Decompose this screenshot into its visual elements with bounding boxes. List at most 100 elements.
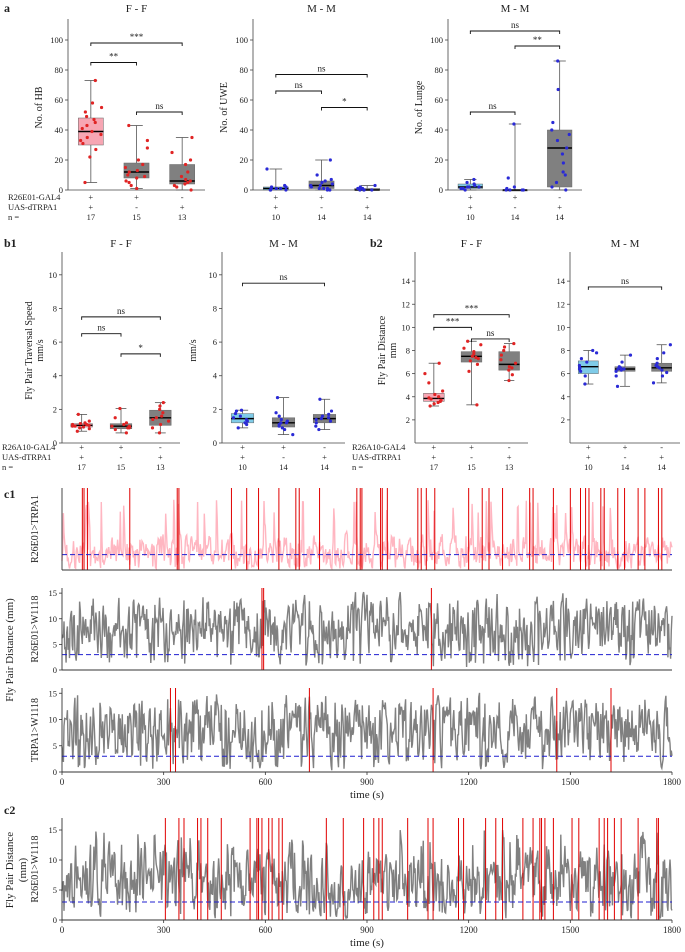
chart-title: F - F xyxy=(126,3,147,15)
data-point xyxy=(505,186,509,191)
data-point xyxy=(475,362,480,366)
data-point xyxy=(502,345,507,349)
data-point xyxy=(244,417,248,422)
genotype-sign: + xyxy=(88,202,93,212)
x-tick-label: 600 xyxy=(259,925,273,935)
box-iqr xyxy=(169,164,195,185)
data-point xyxy=(124,179,128,183)
data-point xyxy=(325,186,330,191)
sample-size-label: 17 xyxy=(430,462,439,472)
y-tick-label: 2 xyxy=(53,404,57,414)
data-point xyxy=(479,343,483,347)
data-point xyxy=(470,354,474,358)
genotype-sign: + xyxy=(431,442,436,452)
data-point xyxy=(135,168,139,173)
sample-size-label: 13 xyxy=(156,462,165,472)
data-point xyxy=(436,400,440,405)
data-point xyxy=(123,165,128,170)
data-point xyxy=(143,174,147,179)
box-group-3 xyxy=(169,135,195,192)
data-point xyxy=(318,183,322,188)
data-point xyxy=(170,150,174,155)
data-point xyxy=(628,353,633,357)
data-point xyxy=(80,126,84,131)
sample-size-label: 14 xyxy=(320,462,329,472)
bracket-line xyxy=(587,286,663,290)
panel-label-c1: c1 xyxy=(4,487,15,501)
data-point xyxy=(660,374,665,378)
significance-bracket: *** xyxy=(433,304,510,318)
chart-title: M - M xyxy=(269,238,298,250)
panel-label-b2: b2 xyxy=(370,236,383,250)
data-point xyxy=(94,147,98,152)
genotype-sign: + xyxy=(586,442,591,452)
data-point xyxy=(284,188,288,192)
data-point xyxy=(465,185,470,189)
data-point xyxy=(145,146,149,150)
y-axis-label: Fly Pair Distance xyxy=(377,315,388,385)
x-tick-label: 0 xyxy=(60,777,65,787)
data-point xyxy=(70,422,75,427)
bracket-label: ns xyxy=(155,101,164,111)
data-point xyxy=(616,367,620,371)
data-point xyxy=(161,401,165,405)
genotype-row-label: UAS-dTRPA1 xyxy=(352,452,401,462)
data-point xyxy=(467,369,471,373)
genotype-sign: + xyxy=(469,442,474,452)
data-point xyxy=(468,359,472,363)
box-group-3 xyxy=(312,397,337,432)
y-tick-label: 20 xyxy=(435,155,444,165)
data-point xyxy=(565,146,569,150)
box-group-3 xyxy=(651,343,672,385)
data-point xyxy=(319,417,323,421)
bracket-label: ns xyxy=(279,272,288,282)
data-point xyxy=(563,173,567,177)
bracket-line xyxy=(242,282,325,287)
y-tick-label: 0 xyxy=(213,438,217,448)
y-tick-label: 0 xyxy=(53,767,57,777)
bracket-label: ns xyxy=(511,20,520,30)
data-point xyxy=(113,427,117,432)
data-point xyxy=(512,185,516,189)
data-point xyxy=(510,373,514,377)
data-point xyxy=(231,416,236,420)
data-point xyxy=(428,404,432,408)
y-tick-label: 0 xyxy=(53,915,57,925)
data-point xyxy=(277,414,281,418)
data-point xyxy=(550,185,554,189)
sample-size-label: 10 xyxy=(466,212,475,222)
genotype-row-label: R26A10-GAL4 xyxy=(2,442,56,452)
data-point xyxy=(274,186,278,191)
distance-trace xyxy=(61,692,673,771)
data-point xyxy=(561,170,565,174)
data-point xyxy=(236,426,240,430)
genotype-sign: + xyxy=(623,442,628,452)
data-point xyxy=(278,186,283,191)
sample-size-label: 17 xyxy=(87,212,96,222)
data-point xyxy=(154,416,158,420)
bracket-label: ns xyxy=(317,64,326,74)
data-point xyxy=(239,408,244,412)
data-point xyxy=(184,177,188,182)
data-point xyxy=(512,341,516,346)
y-tick-label: 8 xyxy=(213,303,217,313)
data-point xyxy=(160,414,164,418)
y-axis-label-unit: mm/s xyxy=(35,339,46,361)
data-point xyxy=(183,182,187,186)
data-point xyxy=(427,381,431,385)
data-point xyxy=(124,421,129,425)
data-point xyxy=(567,132,571,137)
y-tick-label: 14 xyxy=(557,276,566,286)
significance-bracket: ns xyxy=(81,323,122,337)
data-point xyxy=(472,177,476,182)
sample-size-label: 10 xyxy=(584,462,593,472)
data-point xyxy=(186,180,190,185)
y-tick-label: 40 xyxy=(55,125,64,135)
sample-size-label: 15 xyxy=(117,462,126,472)
data-point xyxy=(172,183,177,188)
genotype-sign: + xyxy=(79,452,84,462)
genotype-sign: + xyxy=(273,192,278,202)
